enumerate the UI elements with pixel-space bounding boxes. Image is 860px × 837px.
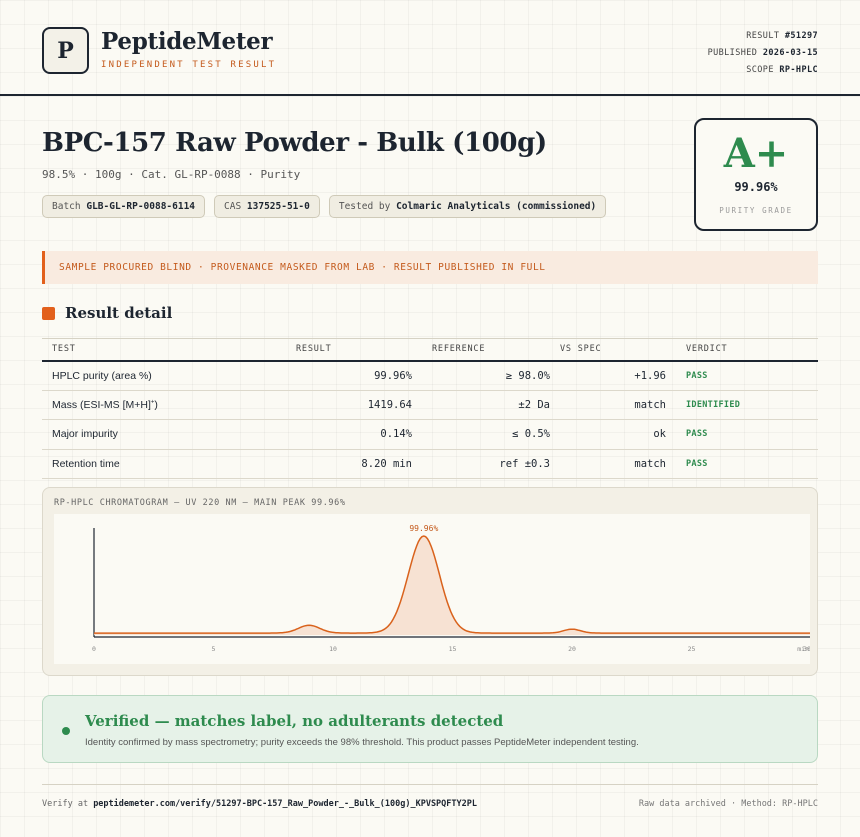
chromatogram-panel: RP-HPLC CHROMATOGRAM — UV 220 NM — MAIN … <box>42 487 818 676</box>
table-row: HPLC purity (area %) 99.96% ≥ 98.0% +1.9… <box>42 360 818 391</box>
x-tick-label: 30 <box>803 645 810 653</box>
test-result: 8.20 min <box>242 449 422 479</box>
test-verdict: PASS <box>676 449 818 479</box>
test-verdict: PASS <box>676 419 818 450</box>
x-unit-label: min <box>797 645 809 653</box>
test-verdict: IDENTIFIED <box>676 390 818 420</box>
product-chips: Batch GLB-GL-RP-0088-6114 CAS 137525-51-… <box>42 195 607 218</box>
test-vs-spec: match <box>560 390 676 420</box>
test-reference: ref ±0.3 <box>422 449 560 479</box>
verify-footer: Verify at peptidemeter.com/verify/51297-… <box>42 799 477 809</box>
section-title: Result detail <box>65 304 173 322</box>
test-result: 0.14% <box>242 419 422 450</box>
verify-link[interactable]: peptidemeter.com/verify/51297-BPC-157_Ra… <box>93 799 477 809</box>
x-tick-label: 5 <box>212 645 216 653</box>
brand-tagline: INDEPENDENT TEST RESULT <box>101 60 277 70</box>
section-marker-icon <box>42 306 55 320</box>
brand-logo: P <box>42 27 89 74</box>
verification-text: Identity confirmed by mass spectrometry;… <box>85 737 639 748</box>
test-name: Major impurity <box>42 419 242 450</box>
grade-label: PURITY GRADE <box>719 206 793 215</box>
test-verdict: PASS <box>676 360 818 391</box>
brand-name: PeptideMeter <box>101 28 273 55</box>
verification-title: Verified — matches label, no adulterants… <box>85 712 504 730</box>
archive-note: Raw data archived · Method: RP-HPLC <box>638 799 818 809</box>
table-row: Retention time 8.20 min ref ±0.3 match P… <box>42 449 818 479</box>
verified-dot-icon <box>62 727 70 735</box>
test-name: HPLC purity (area %) <box>42 360 242 391</box>
result-detail-heading: Result detail <box>42 304 172 322</box>
test-name: Retention time <box>42 449 242 479</box>
test-vs-spec: ok <box>560 419 676 450</box>
test-name: Mass (ESI-MS [M+H]+) <box>42 390 242 420</box>
col-header-verdict: VERDICT <box>676 338 818 362</box>
col-header-test: TEST <box>42 338 242 362</box>
cas-chip: CAS 137525-51-0 <box>214 195 320 218</box>
product-title: BPC-157 Raw Powder - Bulk (100g) <box>42 128 547 158</box>
result-table: TEST RESULT REFERENCE VS SPEC VERDICT HP… <box>42 338 818 479</box>
col-header-reference: REFERENCE <box>422 338 560 362</box>
grade-letter: A+ <box>723 130 789 177</box>
test-vs-spec: +1.96 <box>560 360 676 391</box>
chromatogram-line <box>94 535 810 634</box>
table-row: Major impurity 0.14% ≤ 0.5% ok PASS <box>42 419 818 450</box>
col-header-vs-spec: VS SPEC <box>560 338 676 362</box>
chromatogram-title: RP-HPLC CHROMATOGRAM — UV 220 NM — MAIN … <box>54 498 346 508</box>
scope-value: RP-HPLC <box>779 65 818 75</box>
product-subtitle: 98.5% · 100g · Cat. GL-RP-0088 · Purity <box>42 168 301 181</box>
grade-percent: 99.96% <box>734 180 778 194</box>
test-reference: ±2 Da <box>422 390 560 420</box>
test-reference: ≥ 98.0% <box>422 360 560 391</box>
scope-line: SCOPE RP-HPLC <box>746 65 818 75</box>
x-tick-label: 25 <box>688 645 696 653</box>
purity-grade-card: A+ 99.96% PURITY GRADE <box>694 118 818 231</box>
published-date: 2026-03-15 <box>762 48 818 58</box>
result-id: #51297 <box>784 31 818 41</box>
x-tick-label: 0 <box>92 645 96 653</box>
result-meta: RESULT #51297 PUBLISHED 2026-03-15 SCOPE… <box>708 28 818 79</box>
result-id-line: RESULT #51297 <box>746 31 818 41</box>
batch-chip: Batch GLB-GL-RP-0088-6114 <box>42 195 206 218</box>
tested-by-chip: Tested by Colmaric Analyticals (commissi… <box>328 195 607 218</box>
table-row: Mass (ESI-MS [M+H]+) 1419.64 ±2 Da match… <box>42 390 818 420</box>
x-tick-label: 15 <box>449 645 457 653</box>
test-reference: ≤ 0.5% <box>422 419 560 450</box>
verification-card: Verified — matches label, no adulterants… <box>42 695 818 763</box>
footer-divider <box>42 784 818 785</box>
test-result: 99.96% <box>242 360 422 391</box>
page-header: P PeptideMeter INDEPENDENT TEST RESULT R… <box>0 0 860 96</box>
procurement-banner: SAMPLE PROCURED BLIND · PROVENANCE MASKE… <box>42 251 818 284</box>
col-header-result: RESULT <box>242 338 422 362</box>
x-tick-label: 20 <box>568 645 576 653</box>
x-tick-label: 10 <box>329 645 337 653</box>
test-result: 1419.64 <box>242 390 422 420</box>
peak-label: 99.96% <box>409 524 438 533</box>
published-line: PUBLISHED 2026-03-15 <box>707 48 818 58</box>
test-vs-spec: match <box>560 449 676 479</box>
table-header-row: TEST RESULT REFERENCE VS SPEC VERDICT <box>42 338 818 362</box>
